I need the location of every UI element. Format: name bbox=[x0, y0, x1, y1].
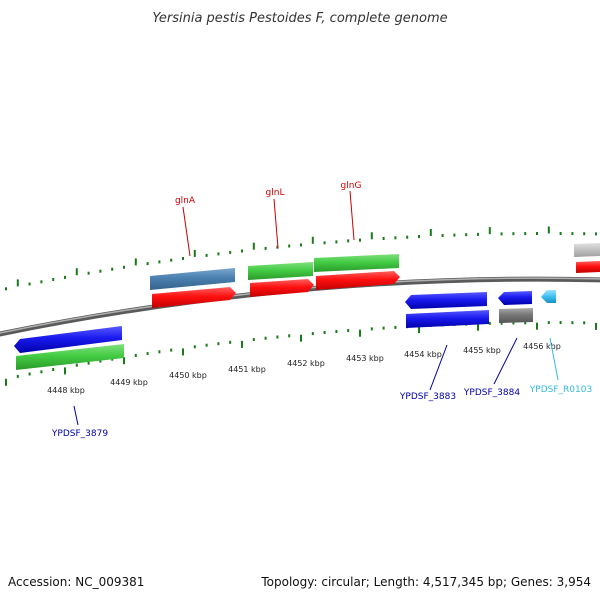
gene-label-YPDSF-3879[interactable]: YPDSF_3879 bbox=[51, 429, 108, 439]
map-title: Yersinia pestis Pestoides F, complete ge… bbox=[152, 11, 447, 26]
genome-summary-text: Topology: circular; Length: 4,517,345 bp… bbox=[260, 575, 591, 589]
gene-YPDSF-3879-feature[interactable] bbox=[16, 344, 124, 370]
cds-YPDSF-3884-arrow[interactable] bbox=[498, 291, 532, 305]
tick-label: 4449 kbp bbox=[110, 378, 148, 387]
cds-glnA-arrow[interactable] bbox=[152, 287, 236, 308]
tick-label: 4452 kbp bbox=[287, 359, 325, 368]
gene-label-glnG[interactable]: glnG bbox=[341, 181, 362, 191]
leader-line-YPDSF-3884 bbox=[493, 337, 518, 385]
gene-YPDSF-3883-feature[interactable] bbox=[406, 310, 489, 328]
leader-line-YPDSF-3883 bbox=[429, 344, 448, 391]
upper-tick-row bbox=[5, 226, 597, 291]
tick-label: 4455 kbp bbox=[463, 346, 501, 355]
tick-label-group: 4448 kbp 4449 kbp 4450 kbp 4451 kbp 4452… bbox=[47, 342, 561, 395]
gene-glnG-feature[interactable] bbox=[314, 254, 399, 272]
accession-text: Accession: NC_009381 bbox=[8, 575, 144, 589]
upper-feature-track bbox=[150, 243, 600, 308]
gene-YPDSF-3884-feature[interactable] bbox=[499, 308, 533, 323]
tick-label: 4454 kbp bbox=[404, 350, 442, 359]
tick-label: 4456 kbp bbox=[523, 342, 561, 351]
cds-glnG-arrow[interactable] bbox=[316, 271, 400, 290]
leader-line-YPDSF-3879 bbox=[73, 405, 79, 426]
cds-arrow-right-edge[interactable] bbox=[576, 261, 600, 273]
gene-label-glnL[interactable]: glnL bbox=[266, 188, 285, 198]
label-leader-lines bbox=[73, 190, 559, 426]
gene-glnA-feature[interactable] bbox=[150, 268, 235, 290]
leader-line-YPDSF-R0103 bbox=[549, 337, 559, 381]
tick-label: 4450 kbp bbox=[169, 371, 207, 380]
leader-line-glnL bbox=[273, 198, 279, 249]
tick-label: 4448 kbp bbox=[47, 386, 85, 395]
gene-label-glnA[interactable]: glnA bbox=[175, 196, 196, 206]
gene-label-YPDSF-R0103[interactable]: YPDSF_R0103 bbox=[529, 385, 592, 395]
cds-glnL-arrow[interactable] bbox=[250, 279, 314, 297]
lower-feature-track bbox=[14, 290, 556, 370]
tick-label: 4453 kbp bbox=[346, 354, 384, 363]
tick-label: 4451 kbp bbox=[228, 365, 266, 374]
gene-glnL-feature[interactable] bbox=[248, 262, 313, 280]
cds-YPDSF-3879-arrow[interactable] bbox=[14, 326, 122, 353]
gene-label-group: glnA glnL glnG YPDSF_3879 YPDSF_3883 YPD… bbox=[51, 181, 592, 439]
leader-line-glnG bbox=[349, 190, 355, 241]
gene-label-YPDSF-3884[interactable]: YPDSF_3884 bbox=[463, 388, 520, 398]
leader-line-glnA bbox=[182, 206, 191, 257]
gene-feature-right-edge[interactable] bbox=[574, 243, 600, 257]
gene-label-YPDSF-3883[interactable]: YPDSF_3883 bbox=[399, 392, 456, 402]
cds-YPDSF-3883-arrow[interactable] bbox=[405, 292, 487, 309]
rna-YPDSF-R0103-arrow[interactable] bbox=[541, 290, 556, 303]
